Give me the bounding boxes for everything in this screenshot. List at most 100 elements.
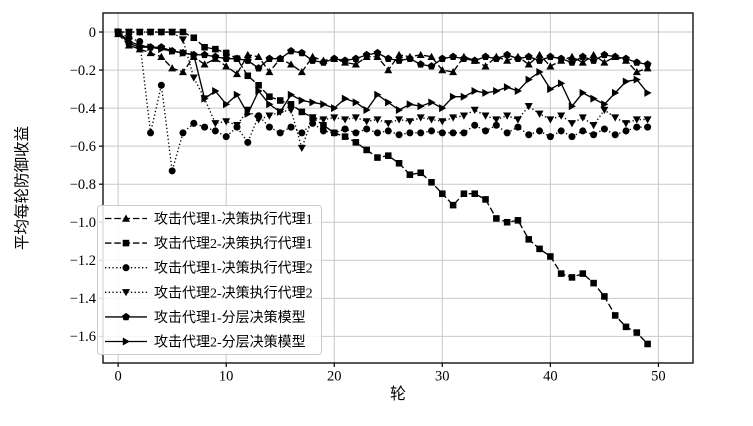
triangle-right-marker (493, 86, 501, 95)
pentagon-marker (535, 56, 544, 64)
circle-marker (568, 133, 576, 141)
triangle-right-marker (557, 79, 566, 88)
triangle-down-marker (546, 116, 555, 124)
triangle-down-marker (168, 28, 177, 37)
triangle-down-marker (124, 28, 133, 37)
pentagon-marker (254, 64, 263, 72)
triangle-right-marker (266, 100, 274, 109)
axes: 0 10 20 30 40 50 0 −0.2 −0.4 −0.6 −0.8 −1.0 −1.2 −1.4… (70, 25, 666, 385)
square-marker (255, 82, 262, 89)
triangle-up-marker (567, 52, 576, 60)
circle-marker (525, 131, 533, 139)
square-marker (601, 293, 608, 300)
pentagon-marker (643, 60, 652, 68)
triangle-up-marker (254, 52, 263, 60)
y-tick-label: −0.2 (70, 63, 96, 79)
circle-marker (309, 119, 317, 127)
circle-marker (179, 129, 187, 137)
triangle-up-marker (600, 58, 609, 66)
square-marker (406, 171, 414, 178)
legend-box (97, 205, 322, 355)
triangle-right-marker (590, 94, 598, 103)
circle-marker (363, 125, 371, 133)
square-marker (417, 169, 424, 177)
triangle-down-marker (341, 116, 350, 124)
square-marker (482, 196, 489, 203)
square-marker (212, 45, 219, 53)
triangle-down-marker (373, 116, 382, 124)
triangle-up-marker (395, 50, 404, 59)
pentagon-marker (319, 58, 328, 66)
triangle-right-marker (136, 41, 144, 50)
y-tick-label: −0.4 (70, 101, 97, 117)
triangle-down-marker (395, 116, 404, 124)
legend-label: 攻击代理2-决策执行代理2 (154, 284, 313, 301)
triangle-right-marker (352, 98, 360, 107)
pentagon-marker (395, 56, 403, 64)
pentagon-marker (287, 46, 295, 55)
triangle-right-marker (179, 48, 187, 57)
circle-marker (147, 129, 155, 137)
circle-marker (590, 131, 598, 139)
circle-marker (168, 167, 176, 175)
triangle-up-marker (178, 67, 187, 76)
legend-item-4: 攻击代理2-决策执行代理2 (105, 284, 313, 301)
triangle-up-marker (287, 60, 296, 68)
circle-marker (157, 81, 165, 89)
triangle-down-marker (157, 28, 166, 37)
y-tick-label: 0 (89, 25, 96, 41)
circle-marker (503, 129, 511, 137)
triangle-down-marker (122, 289, 130, 297)
pentagon-marker (265, 54, 274, 62)
triangle-down-marker (384, 120, 393, 128)
legend-label: 攻击代理2-分层决策模型 (154, 334, 306, 351)
circle-marker (460, 129, 468, 137)
triangle-right-marker (536, 67, 544, 76)
plot-border (102, 12, 694, 364)
triangle-right-marker (341, 94, 350, 103)
triangle-up-marker (265, 67, 274, 76)
x-tick-label: 30 (435, 369, 450, 385)
circle-marker (319, 127, 327, 135)
legend-item-2: 攻击代理2-决策执行代理1 (105, 235, 313, 252)
circle-marker (406, 129, 414, 137)
triangle-up-marker (243, 50, 252, 59)
triangle-up-marker (449, 67, 458, 76)
square-marker (276, 97, 284, 104)
y-tick-label: −0.8 (70, 177, 96, 193)
square-marker (179, 28, 187, 36)
square-marker (547, 253, 554, 260)
legend-label: 攻击代理1-决策执行代理2 (154, 260, 313, 277)
triangle-right-marker (471, 86, 479, 95)
triangle-right-marker (244, 109, 252, 118)
triangle-down-marker (330, 114, 339, 122)
triangle-down-marker (513, 116, 522, 124)
circle-marker (384, 127, 392, 135)
square-marker (244, 72, 252, 80)
square-marker (460, 190, 468, 197)
triangle-down-marker (427, 116, 436, 124)
triangle-down-marker (146, 28, 155, 37)
triangle-up-marker (200, 60, 209, 68)
pentagon-marker (384, 54, 393, 62)
pentagon-marker (362, 50, 371, 59)
pentagon-marker (416, 60, 425, 68)
triangle-up-marker (438, 66, 447, 74)
triangle-down-marker (567, 120, 576, 128)
triangle-right-marker (547, 85, 555, 94)
triangle-right-marker (395, 106, 404, 115)
triangle-right-marker (190, 50, 198, 59)
circle-marker (438, 129, 446, 137)
triangle-up-marker (427, 52, 436, 60)
series-5 (114, 27, 652, 72)
square-marker (611, 312, 619, 319)
pentagon-marker (222, 54, 231, 62)
pentagon-marker (589, 56, 598, 64)
triangle-right-marker (222, 100, 231, 109)
triangle-down-marker (265, 112, 274, 120)
triangle-up-marker (122, 214, 130, 222)
x-tick-label: 50 (651, 369, 666, 385)
pentagon-marker (211, 52, 220, 61)
x-tick-label: 10 (219, 369, 234, 385)
